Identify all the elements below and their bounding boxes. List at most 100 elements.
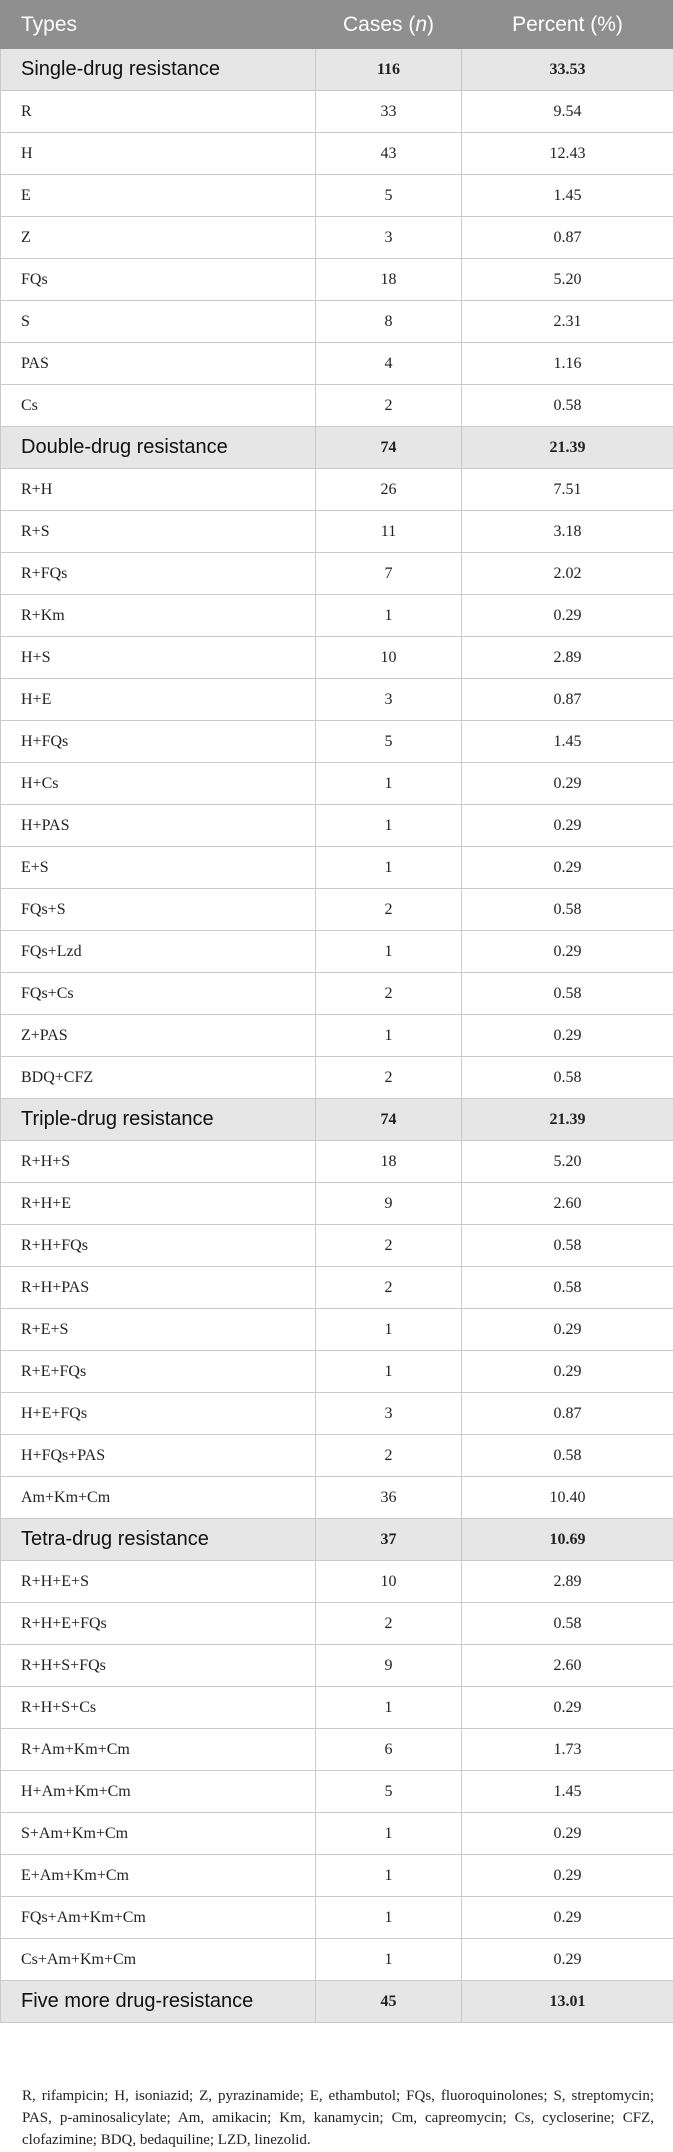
cell-cases: 5: [315, 174, 462, 217]
cell-type: H+PAS: [0, 804, 316, 847]
cell-cases: 8: [315, 300, 462, 343]
cell-percent: 0.29: [461, 1896, 673, 1939]
cell-type: E: [0, 174, 316, 217]
table-row: R+FQs 7 2.02: [0, 552, 673, 595]
header-types: Types: [0, 0, 316, 49]
cell-type: S: [0, 300, 316, 343]
cell-type: R+S: [0, 510, 316, 553]
table-row: R+H+E 9 2.60: [0, 1182, 673, 1225]
header-cases-text: Cases (: [342, 12, 416, 36]
cell-cases: 36: [315, 1476, 462, 1519]
cell-cases: 18: [315, 1140, 462, 1183]
cell-type: H+E: [0, 678, 316, 721]
cell-percent: 0.58: [461, 972, 673, 1015]
table-row: R+H+S 18 5.20: [0, 1140, 673, 1183]
cell-type: R+H+S: [0, 1140, 316, 1183]
cell-percent: 5.20: [461, 258, 673, 301]
cell-percent: 1.73: [461, 1728, 673, 1771]
cell-cases: 1: [315, 930, 462, 973]
cell-cases: 10: [315, 636, 462, 679]
cell-type: R+H+S+FQs: [0, 1644, 316, 1687]
table-row: H+FQs 5 1.45: [0, 720, 673, 763]
cell-percent: 1.45: [461, 1770, 673, 1813]
table-row: R+H+E+FQs 2 0.58: [0, 1602, 673, 1645]
table-row: Cs 2 0.58: [0, 384, 673, 427]
cell-type: H+Cs: [0, 762, 316, 805]
group-row: Single-drug resistance 116 33.53: [0, 48, 673, 91]
cell-percent: 9.54: [461, 90, 673, 133]
cell-percent: 0.29: [461, 804, 673, 847]
cell-cases: 2: [315, 1266, 462, 1309]
cell-cases: 7: [315, 552, 462, 595]
cell-cases: 1: [315, 1686, 462, 1729]
cell-cases: 33: [315, 90, 462, 133]
cell-percent: 0.29: [461, 1686, 673, 1729]
table-row: R+H+E+S 10 2.89: [0, 1560, 673, 1603]
cell-type: FQs+Lzd: [0, 930, 316, 973]
cell-percent: 1.45: [461, 720, 673, 763]
cell-type: R+E+S: [0, 1308, 316, 1351]
group-cases: 74: [315, 426, 462, 469]
cell-cases: 2: [315, 888, 462, 931]
cell-type: FQs+Am+Km+Cm: [0, 1896, 316, 1939]
table-row: FQs+Am+Km+Cm 1 0.29: [0, 1896, 673, 1939]
cell-percent: 2.60: [461, 1644, 673, 1687]
cell-cases: 5: [315, 720, 462, 763]
cell-cases: 1: [315, 1014, 462, 1057]
cell-type: R+H+S+Cs: [0, 1686, 316, 1729]
table-row: FQs+S 2 0.58: [0, 888, 673, 931]
table-row: FQs+Lzd 1 0.29: [0, 930, 673, 973]
cell-percent: 7.51: [461, 468, 673, 511]
table-row: R+H+S+Cs 1 0.29: [0, 1686, 673, 1729]
cell-type: R+H+PAS: [0, 1266, 316, 1309]
cell-type: R+E+FQs: [0, 1350, 316, 1393]
table-footnote: R, rifampicin; H, isoniazid; Z, pyrazina…: [22, 2088, 654, 2148]
cell-type: R+H: [0, 468, 316, 511]
cell-percent: 0.58: [461, 1224, 673, 1267]
cell-type: E+Am+Km+Cm: [0, 1854, 316, 1897]
table-row: R+Am+Km+Cm 6 1.73: [0, 1728, 673, 1771]
cell-type: Am+Km+Cm: [0, 1476, 316, 1519]
cell-cases: 2: [315, 1056, 462, 1099]
cell-percent: 0.29: [461, 930, 673, 973]
cell-percent: 1.45: [461, 174, 673, 217]
cell-type: R+H+E+FQs: [0, 1602, 316, 1645]
cell-type: Z+PAS: [0, 1014, 316, 1057]
header-cases: Cases (n): [315, 0, 462, 49]
cell-percent: 0.29: [461, 762, 673, 805]
table-row: H+FQs+PAS 2 0.58: [0, 1434, 673, 1477]
cell-percent: 0.58: [461, 1266, 673, 1309]
cell-percent: 12.43: [461, 132, 673, 175]
table-row: E 5 1.45: [0, 174, 673, 217]
table-row: R 33 9.54: [0, 90, 673, 133]
cell-cases: 3: [315, 678, 462, 721]
cell-cases: 1: [315, 1854, 462, 1897]
cell-percent: 10.40: [461, 1476, 673, 1519]
table-row: PAS 4 1.16: [0, 342, 673, 385]
cell-percent: 0.58: [461, 1434, 673, 1477]
cell-percent: 0.29: [461, 594, 673, 637]
cell-percent: 0.58: [461, 384, 673, 427]
cell-type: R+FQs: [0, 552, 316, 595]
group-cases: 37: [315, 1518, 462, 1561]
cell-type: S+Am+Km+Cm: [0, 1812, 316, 1855]
cell-type: FQs+S: [0, 888, 316, 931]
cell-percent: 0.29: [461, 1854, 673, 1897]
header-row: Types Cases (n) Percent (%): [0, 0, 673, 49]
cell-percent: 0.87: [461, 1392, 673, 1435]
cell-type: Cs+Am+Km+Cm: [0, 1938, 316, 1981]
cell-type: PAS: [0, 342, 316, 385]
group-label: Five more drug-resistance: [0, 1980, 316, 2023]
cell-cases: 2: [315, 972, 462, 1015]
cell-cases: 1: [315, 1812, 462, 1855]
table-row: R+H 26 7.51: [0, 468, 673, 511]
cell-cases: 2: [315, 384, 462, 427]
cell-percent: 0.29: [461, 1014, 673, 1057]
cell-percent: 0.29: [461, 1308, 673, 1351]
cell-cases: 43: [315, 132, 462, 175]
cell-cases: 11: [315, 510, 462, 553]
table-row: Cs+Am+Km+Cm 1 0.29: [0, 1938, 673, 1981]
group-percent: 33.53: [461, 48, 673, 91]
table-row: R+E+S 1 0.29: [0, 1308, 673, 1351]
cell-cases: 1: [315, 1896, 462, 1939]
